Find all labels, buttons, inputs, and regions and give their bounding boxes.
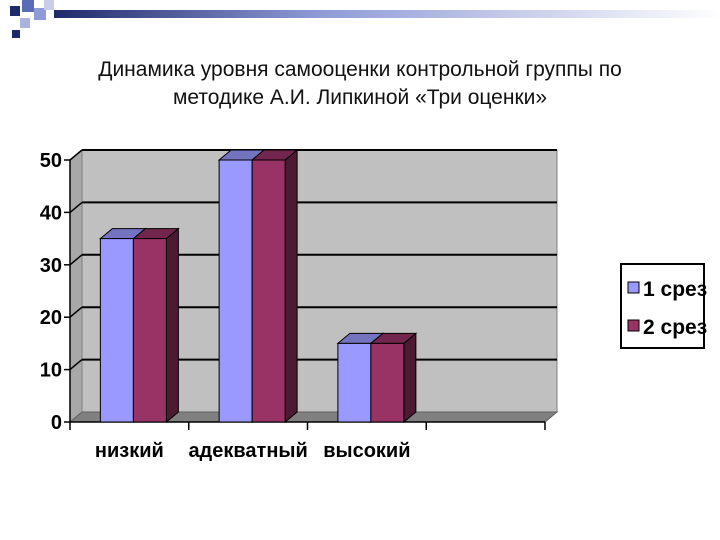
- corner-decoration: [10, 0, 720, 38]
- legend-swatch: [627, 281, 640, 294]
- bar-2-2: [250, 148, 299, 424]
- y-tick-label: 10: [40, 360, 62, 382]
- header-band: [54, 10, 720, 18]
- legend-label: 1 срез: [643, 278, 707, 301]
- slide-title: Динамика уровня самооценки контрольной г…: [40, 56, 680, 112]
- bar-front: [337, 342, 372, 423]
- bar-side: [284, 148, 298, 424]
- bar-2-1: [131, 227, 180, 424]
- bar-2-3: [369, 332, 418, 424]
- legend-swatch: [627, 319, 640, 332]
- bar-front: [370, 342, 405, 423]
- bar-side: [403, 332, 417, 424]
- title-line-1: Динамика уровня самооценки контрольной г…: [98, 58, 622, 81]
- y-tick-label: 0: [51, 412, 62, 434]
- legend-box: [620, 263, 705, 349]
- gridline-side: [69, 201, 83, 213]
- y-tick-label: 50: [40, 150, 62, 172]
- gridline-side: [69, 149, 83, 161]
- bar-front: [251, 159, 286, 423]
- y-tick-label: 20: [40, 307, 62, 329]
- plot-side-wall: [69, 148, 83, 424]
- y-tick-label: 40: [40, 202, 62, 224]
- y-tick-label: 30: [40, 255, 62, 277]
- title-line-2: методике А.И. Липкиной «Три оценки»: [172, 86, 548, 109]
- decorative-squares: [10, 0, 54, 38]
- x-category-label: адекватный: [188, 440, 307, 462]
- bar-front: [132, 238, 167, 423]
- gridline-side: [69, 359, 83, 371]
- bar-front: [218, 159, 253, 423]
- x-category-label: высокий: [323, 440, 410, 462]
- gridline-side: [69, 254, 83, 266]
- bar-front: [99, 238, 134, 423]
- x-category-label: низкий: [95, 440, 164, 462]
- bar-side: [165, 227, 179, 424]
- legend-label: 2 срез: [643, 316, 707, 339]
- gridline-side: [69, 306, 83, 318]
